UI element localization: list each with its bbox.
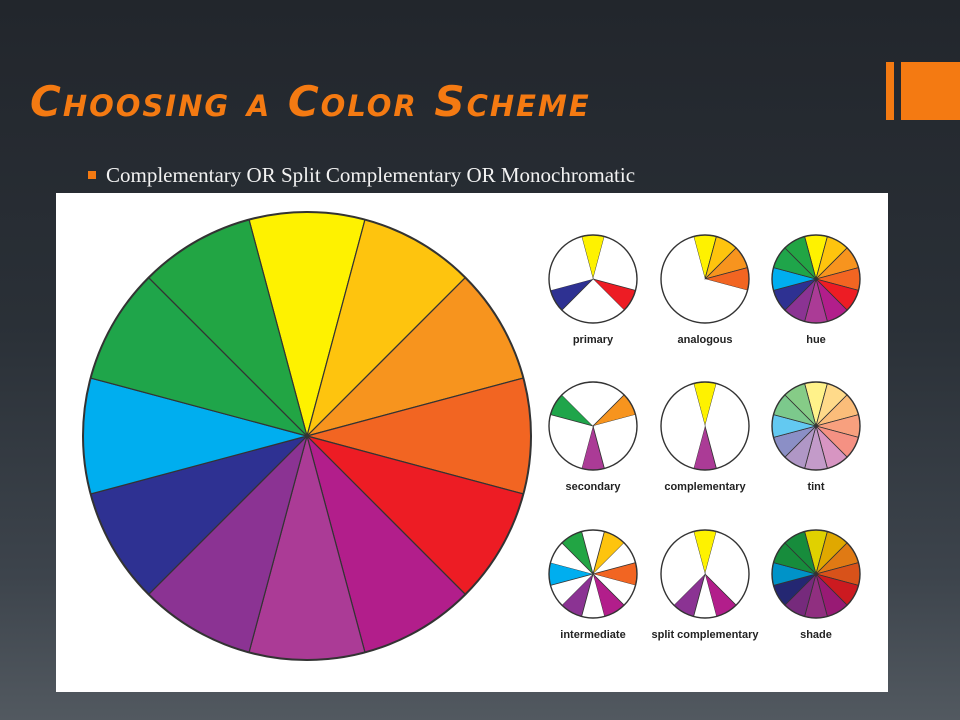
mini-wheel-split-complementary-segment-9 <box>661 562 705 586</box>
mini-wheel-complementary-segment-7 <box>673 426 705 469</box>
mini-wheel-primary-segment-2 <box>593 247 636 279</box>
mini-wheel-analogous-segment-8 <box>662 279 705 311</box>
mini-wheel-analogous-segment-9 <box>661 267 705 291</box>
mini-wheel-secondary-outline <box>548 381 638 471</box>
mini-wheel-complementary-segment-2 <box>705 394 748 426</box>
mini-wheel-primary-segment-5 <box>593 279 625 322</box>
mini-wheel-analogous-segment-5 <box>705 279 737 322</box>
mini-wheel-secondary-segment-8 <box>550 426 593 458</box>
mini-wheel-secondary-segment-11 <box>561 383 593 426</box>
mini-wheel-label-intermediate: intermediate <box>560 629 626 641</box>
mini-wheel-primary-segment-11 <box>561 236 593 279</box>
mini-wheel-label-hue: hue <box>806 334 826 346</box>
mini-wheel-label-secondary: secondary <box>565 481 621 493</box>
mini-wheel-intermediate <box>548 529 638 619</box>
mini-wheel-complementary-segment-11 <box>673 383 705 426</box>
mini-wheel-secondary-segment-0 <box>581 382 605 426</box>
slide-title: Choosing a Color Scheme <box>30 77 591 126</box>
mini-wheel-primary-segment-9 <box>549 267 593 291</box>
mini-wheel-split-complementary-outline <box>660 529 750 619</box>
large-color-wheel-outline <box>82 211 532 661</box>
mini-wheel-analogous-segment-4 <box>705 279 748 311</box>
mini-wheel-primary-segment-3 <box>593 267 637 291</box>
mini-wheel-analogous-segment-6 <box>693 279 717 323</box>
mini-wheel-split-complementary-segment-8 <box>662 574 705 606</box>
mini-wheel-primary-segment-10 <box>550 247 593 279</box>
color-wheel-graphic <box>82 211 861 661</box>
mini-wheel-analogous-segment-7 <box>673 279 705 322</box>
mini-wheel-complementary-segment-4 <box>705 426 748 458</box>
mini-wheel-label-shade: shade <box>800 629 832 641</box>
mini-wheel-tint-outline <box>771 381 861 471</box>
mini-wheel-label-tint: tint <box>807 481 825 493</box>
mini-wheel-primary-segment-7 <box>561 279 593 322</box>
mini-wheel-complementary-segment-8 <box>662 426 705 458</box>
accent-block <box>901 62 960 120</box>
mini-wheel-complementary-segment-1 <box>705 383 737 426</box>
mini-wheel-secondary-segment-1 <box>593 383 625 426</box>
mini-wheel-intermediate-segment-2 <box>593 542 636 574</box>
mini-wheel-split-complementary-segment-3 <box>705 562 749 586</box>
mini-wheel-complementary <box>660 381 750 471</box>
bullet-text: Complementary OR Split Complementary OR … <box>106 162 636 187</box>
mini-wheel-secondary-segment-3 <box>593 414 637 438</box>
mini-wheel-intermediate-segment-8 <box>550 574 593 606</box>
mini-wheel-primary-outline <box>548 234 638 324</box>
mini-wheel-intermediate-segment-6 <box>581 574 605 618</box>
mini-wheel-secondary-segment-5 <box>593 426 625 469</box>
mini-wheel-split-complementary-segment-2 <box>705 542 748 574</box>
square-bullet-icon <box>88 171 96 179</box>
mini-wheel-secondary-segment-9 <box>549 414 593 438</box>
mini-wheel-primary <box>548 234 638 324</box>
mini-wheel-shade <box>771 529 861 619</box>
mini-wheel-hue-outline <box>771 234 861 324</box>
mini-wheel-split-complementary-segment-4 <box>705 574 748 606</box>
mini-wheel-complementary-outline <box>660 381 750 471</box>
mini-wheel-split-complementary-segment-11 <box>673 531 705 574</box>
mini-wheel-label-complementary: complementary <box>664 481 746 493</box>
mini-wheel-label-primary: primary <box>572 334 614 346</box>
mini-wheel-label-analogous: analogous <box>677 334 733 346</box>
mini-wheel-split-complementary-segment-6 <box>693 574 717 618</box>
mini-wheel-primary-segment-1 <box>593 236 625 279</box>
mini-wheel-intermediate-segment-4 <box>593 574 636 606</box>
mini-wheel-complementary-segment-5 <box>705 426 737 469</box>
large-color-wheel <box>82 211 532 661</box>
mini-wheel-label-split-complementary: split complementary <box>651 629 759 641</box>
mini-wheel-analogous-segment-11 <box>673 236 705 279</box>
mini-wheel-secondary-segment-7 <box>561 426 593 469</box>
mini-wheel-complementary-segment-9 <box>661 414 705 438</box>
mini-wheel-intermediate-outline <box>548 529 638 619</box>
mini-wheel-secondary <box>548 381 638 471</box>
mini-wheel-split-complementary <box>660 529 750 619</box>
mini-wheel-analogous-segment-10 <box>662 247 705 279</box>
mini-wheel-analogous <box>660 234 750 324</box>
mini-wheel-primary-segment-6 <box>581 279 605 323</box>
mini-wheel-analogous-outline <box>660 234 750 324</box>
mini-wheel-shade-outline <box>771 529 861 619</box>
mini-wheel-hue <box>771 234 861 324</box>
accent-bar <box>886 62 894 120</box>
mini-wheel-complementary-segment-3 <box>705 414 749 438</box>
mini-wheel-intermediate-segment-10 <box>550 542 593 574</box>
mini-wheel-split-complementary-segment-10 <box>662 542 705 574</box>
mini-wheel-complementary-segment-10 <box>662 394 705 426</box>
color-wheel-figure: primary analogous hue secondary complementar… <box>56 193 888 692</box>
mini-wheel-intermediate-segment-0 <box>581 530 605 574</box>
mini-wheel-tint <box>771 381 861 471</box>
bullet-item: Complementary OR Split Complementary OR … <box>88 162 635 188</box>
mini-wheel-secondary-segment-4 <box>593 426 636 458</box>
mini-wheel-split-complementary-segment-1 <box>705 531 737 574</box>
